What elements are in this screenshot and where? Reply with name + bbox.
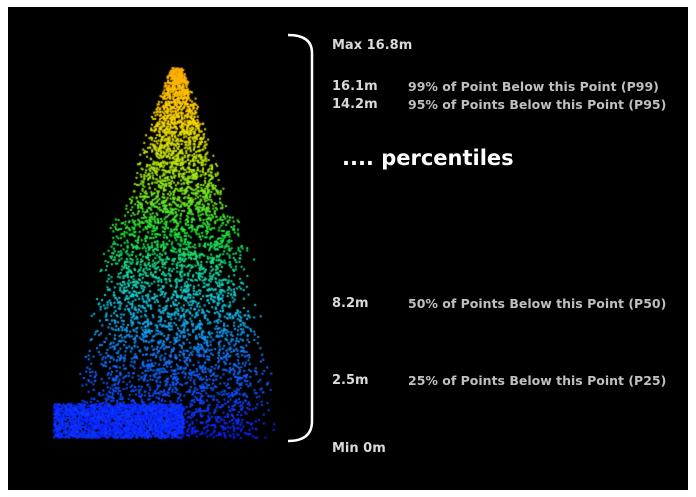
tree-point-cloud bbox=[8, 7, 688, 490]
p95-height: 14.2m bbox=[332, 97, 378, 112]
height-bracket bbox=[287, 33, 314, 443]
p99-height: 16.1m bbox=[332, 79, 378, 94]
p25-description: 25% of Points Below this Point (P25) bbox=[408, 373, 667, 388]
p95-description: 95% of Points Below this Point (P95) bbox=[408, 97, 667, 112]
p50-description: 50% of Points Below this Point (P50) bbox=[408, 296, 667, 311]
bracket-line bbox=[287, 33, 314, 443]
p99-description: 99% of Point Below this Point (P99) bbox=[408, 79, 659, 94]
p50-height: 8.2m bbox=[332, 296, 369, 311]
slide: Max 16.8m 16.1m 99% of Point Below this … bbox=[8, 7, 688, 490]
p25-height: 2.5m bbox=[332, 373, 369, 388]
max-label: Max 16.8m bbox=[332, 38, 413, 53]
percentiles-heading: .... percentiles bbox=[342, 146, 514, 170]
min-label: Min 0m bbox=[332, 441, 386, 456]
